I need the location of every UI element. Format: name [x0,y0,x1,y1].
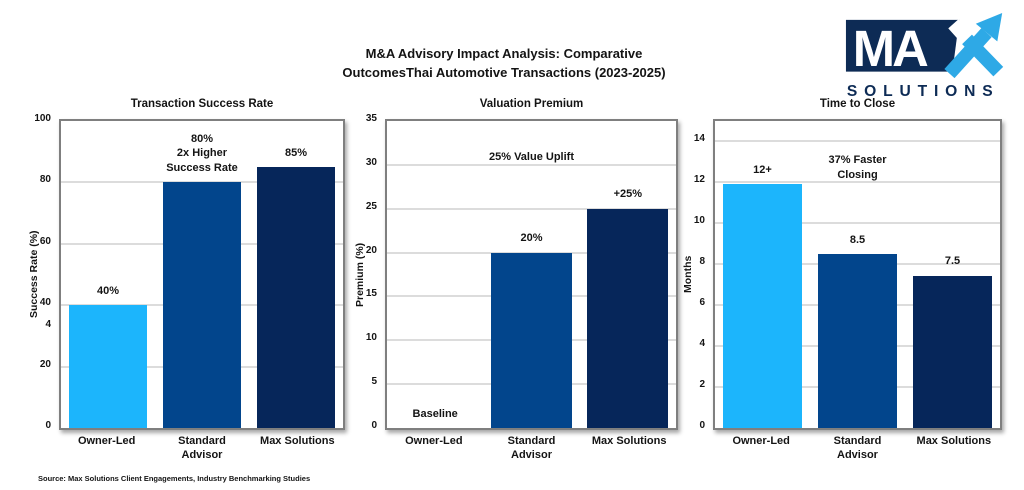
y-tick-label: 80 [39,174,51,186]
source-note: Source: Max Solutions Client Engagements… [38,474,311,483]
bar-value-label: 7.5 [944,255,961,268]
x-tick-label: Max Solutions [591,435,667,447]
y-tick-label: 14 [693,133,705,145]
plot-area: 40% 80% 2x Higher Success Rate 85% [59,119,345,430]
bar-max-solutions [256,167,336,428]
x-tick-label: Owner-Led [732,435,790,447]
x-axis-labels: Owner-Led Standard Advisor Max Solutions [385,435,678,462]
y-tick-label: 2 [699,379,705,391]
logo-arrow-icon [975,13,1003,42]
chart-title: Transaction Success Rate [130,98,274,110]
gridline [715,222,1000,225]
x-tick-label: Owner-Led [405,435,463,447]
x-tick-label: Standard Advisor [833,435,882,461]
plot-area: Baseline 20% +25% 25% Value Uplift [385,119,678,430]
bar-max-solutions [587,208,669,428]
y-tick-label: 4 [45,318,51,330]
bar-value-label: 8.5 [849,233,866,246]
chart-title: Valuation Premium [479,98,584,110]
y-tick-label: 5 [371,376,377,388]
logo-subtext: SOLUTIONS [847,83,1000,100]
bar-value-label: Baseline [412,407,458,420]
bar-standard-advisor [491,252,572,428]
gridline [387,163,676,166]
bar-value-label: 20% [520,232,543,245]
bar-owner-led [722,184,803,428]
y-tick-label: 10 [693,215,705,227]
bar-owner-led [68,305,148,428]
chart-transaction-success-rate: Transaction Success Rate Success Rate (%… [20,98,350,478]
y-tick-label: 0 [371,420,377,431]
page-title-line2: OutcomesThai Automotive Transactions (20… [342,65,666,80]
y-tick-label: 15 [365,288,377,300]
y-tick-label: 4 [699,338,705,350]
plot-area: 12+ 8.5 7.5 37% Faster Closing [713,119,1002,430]
x-axis-labels: Owner-Led Standard Advisor Max Solutions [713,435,1002,462]
bar-value-label: 80% 2x Higher Success Rate [166,132,238,174]
bar-max-solutions [912,275,993,428]
logo-arrow-shaft [944,27,992,79]
y-tick-label: 6 [699,297,705,309]
y-tick-label: 8 [699,256,705,268]
y-tick-label: 25 [365,200,377,212]
y-axis-ticks: 0 20 4 40 60 80 100 [20,114,51,431]
y-tick-label: 35 [365,113,377,124]
y-tick-label: 20 [365,244,377,256]
x-tick-label: Max Solutions [916,435,992,447]
chart-valuation-premium: Valuation Premium Premium (%) 0 5 10 15 20 25… [350,98,680,478]
logo-box [845,19,960,72]
logo-x-white-stroke [948,19,976,47]
gridline [715,140,1000,143]
logo-graphic: MA SOLUTIONS [845,13,1004,100]
chart-title: Time to Close [819,98,896,110]
gridline [387,207,676,210]
x-tick-label: Max Solutions [260,435,335,447]
max-solutions-logo: MA SOLUTIONS [844,10,1010,102]
page-title: M&A Advisory Impact Analysis: Comparativ… [0,44,1008,82]
y-tick-label: 40 [39,297,51,309]
bar-value-label: 12+ [753,163,772,176]
chart-time-to-close: Time to Close Months 0 2 4 6 8 10 12 14 12+ 8.5 7… [678,98,1008,478]
y-axis-ticks: 0 5 10 15 20 25 30 35 [350,114,377,431]
y-axis-ticks: 0 2 4 6 8 10 12 14 [678,119,705,431]
bar-value-label: 40% [96,284,120,297]
x-tick-label: Owner-Led [77,435,136,447]
y-tick-label: 20 [39,358,51,370]
bar-standard-advisor [817,254,898,428]
y-tick-label: 10 [365,332,377,344]
x-axis-labels: Owner-Led Standard Advisor Max Solutions [59,435,345,462]
logo-ma-text: MA [853,20,928,77]
bar-value-label: +25% [613,188,643,201]
x-tick-label: Standard Advisor [178,435,226,461]
bar-value-label: 85% [284,146,307,159]
y-tick-label: 12 [693,174,705,186]
bar-standard-advisor [162,182,242,428]
chart-annotation: 37% Faster Closing [828,154,887,181]
y-tick-label: 0 [699,420,705,431]
y-tick-label: 0 [45,420,51,431]
y-tick-label: 100 [34,113,51,124]
gridline [715,181,1000,184]
y-tick-label: 30 [365,156,377,168]
chart-annotation: 25% Value Uplift [489,151,574,164]
x-tick-label: Standard Advisor [507,435,556,461]
page-title-line1: M&A Advisory Impact Analysis: Comparativ… [365,46,643,61]
y-tick-label: 60 [39,235,51,247]
